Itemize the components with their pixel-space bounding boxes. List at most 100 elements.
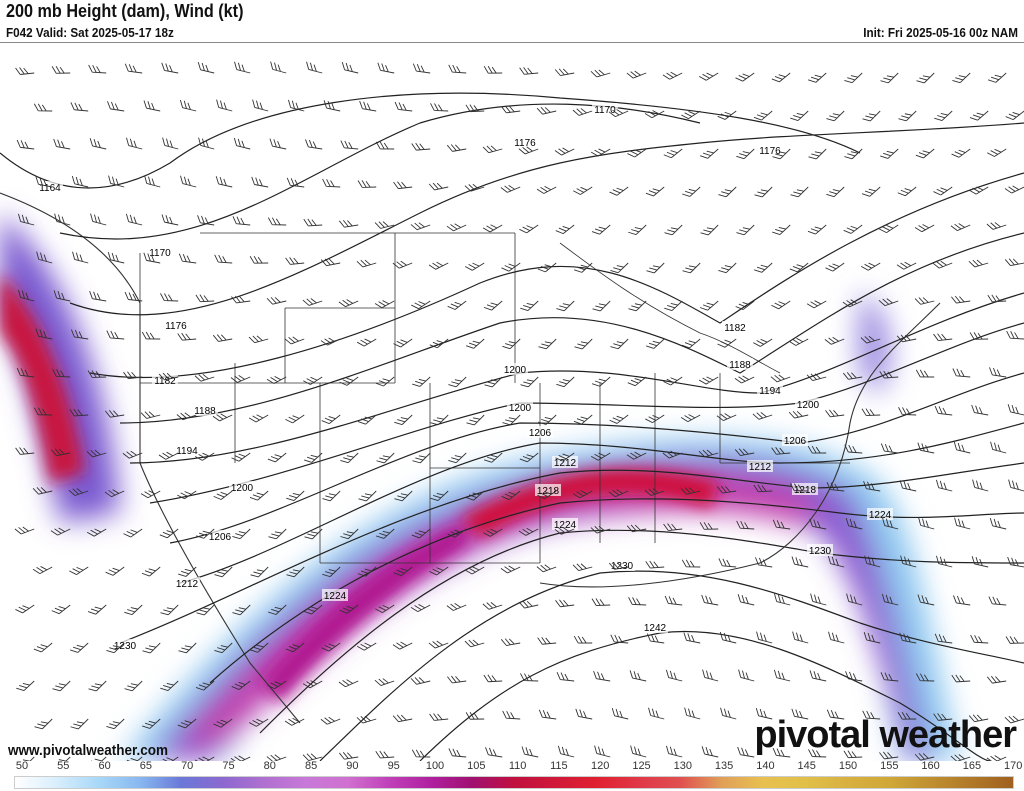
- wind-barb: [1004, 258, 1024, 267]
- wind-barb: [608, 489, 629, 498]
- wind-barb: [320, 716, 341, 725]
- wind-barb: [303, 604, 323, 615]
- wind-barb: [430, 414, 449, 426]
- wind-barb: [645, 414, 665, 424]
- wind-barb: [158, 372, 179, 381]
- wind-barb: [248, 414, 269, 423]
- wind-barb: [125, 213, 143, 226]
- wind-barb: [628, 300, 647, 312]
- west-jet: [0, 213, 120, 523]
- wind-barb: [864, 555, 881, 568]
- website-link[interactable]: www.pivotalweather.com: [8, 742, 169, 759]
- wind-barb: [934, 633, 953, 644]
- wind-barb: [681, 110, 701, 120]
- wind-barb: [917, 594, 935, 606]
- wind-barb: [951, 295, 971, 304]
- wind-barbs: [14, 61, 1024, 761]
- wind-barb: [107, 251, 125, 264]
- wind-barb: [807, 224, 827, 235]
- wind-barb: [230, 755, 251, 761]
- wind-barb: [500, 638, 521, 646]
- wind-barb: [771, 447, 791, 455]
- wind-barb: [951, 674, 971, 683]
- wind-barb: [394, 101, 413, 112]
- wind-barb: [644, 110, 665, 119]
- wind-barb: [285, 642, 305, 653]
- wind-barb: [555, 599, 575, 608]
- wind-barb: [914, 224, 935, 233]
- wind-barb: [195, 680, 215, 691]
- wind-barb: [752, 412, 773, 420]
- wind-barb: [554, 147, 575, 156]
- wind-barb: [302, 298, 323, 306]
- wind-barb: [879, 751, 899, 760]
- wind-barb: [482, 602, 503, 610]
- wind-barb: [215, 176, 233, 188]
- wind-barb: [428, 261, 449, 270]
- wind-barb: [736, 148, 755, 160]
- wind-barb: [880, 443, 899, 454]
- wind-barb: [197, 62, 215, 74]
- wind-barb: [520, 673, 539, 682]
- wind-barb: [933, 713, 953, 721]
- colorbar-tick: 85: [304, 760, 318, 772]
- wind-barb: [89, 290, 107, 302]
- wind-barb: [789, 262, 809, 273]
- wind-barb: [520, 376, 539, 388]
- wind-speed-colorbar: [14, 776, 1014, 789]
- wind-barb: [986, 755, 1007, 761]
- wind-barb: [844, 444, 863, 454]
- wind-barb: [72, 251, 89, 264]
- wind-barb: [828, 631, 845, 644]
- wind-barb: [143, 100, 161, 112]
- wind-barb: [518, 527, 539, 536]
- wind-barb: [536, 185, 557, 194]
- contour-label: 1194: [759, 386, 781, 397]
- wind-barb: [267, 452, 287, 463]
- wind-barb: [303, 218, 323, 227]
- wind-barb: [755, 707, 773, 720]
- wind-barb: [214, 254, 233, 264]
- wind-barb: [626, 70, 647, 79]
- wind-barb: [54, 213, 71, 226]
- jet-band-core: [180, 473, 820, 743]
- wind-barb: [322, 490, 341, 502]
- colorbar-tick: 60: [98, 760, 111, 772]
- wind-barb: [394, 490, 413, 502]
- wind-barb: [248, 335, 269, 344]
- wind-barb: [918, 517, 935, 530]
- wind-barb: [1005, 636, 1024, 644]
- wind-barb: [32, 487, 53, 495]
- wind-barb: [16, 680, 35, 691]
- wind-barb: [880, 72, 899, 84]
- wind-barb: [448, 748, 467, 758]
- wind-barb: [738, 669, 755, 682]
- wind-barb: [590, 452, 611, 461]
- wind-barb: [69, 566, 89, 575]
- wind-barb: [32, 566, 53, 574]
- wind-barb: [429, 713, 449, 721]
- wind-barb: [428, 640, 449, 649]
- colorbar-tick: 90: [346, 760, 359, 772]
- wind-barb: [663, 523, 683, 531]
- wind-barb: [916, 72, 935, 84]
- wind-barb: [338, 299, 359, 308]
- wind-barb: [771, 72, 791, 83]
- wind-barb: [483, 674, 503, 683]
- wind-barb: [610, 262, 629, 274]
- wind-barb: [429, 338, 449, 349]
- wind-barb: [537, 490, 557, 500]
- wind-barb: [177, 332, 197, 341]
- wind-barb: [252, 99, 269, 112]
- wind-barb: [483, 528, 503, 537]
- wind-barb: [34, 718, 53, 730]
- pivotal-weather-logo: pivotal weather: [754, 714, 1017, 756]
- wind-barb: [790, 110, 809, 121]
- wind-barb: [968, 259, 989, 268]
- wind-barb: [35, 176, 53, 188]
- height-contour: [149, 322, 1024, 504]
- wind-barb: [735, 300, 755, 310]
- height-contour: [89, 172, 1024, 379]
- wind-barb: [90, 213, 107, 226]
- wind-barb: [987, 148, 1007, 157]
